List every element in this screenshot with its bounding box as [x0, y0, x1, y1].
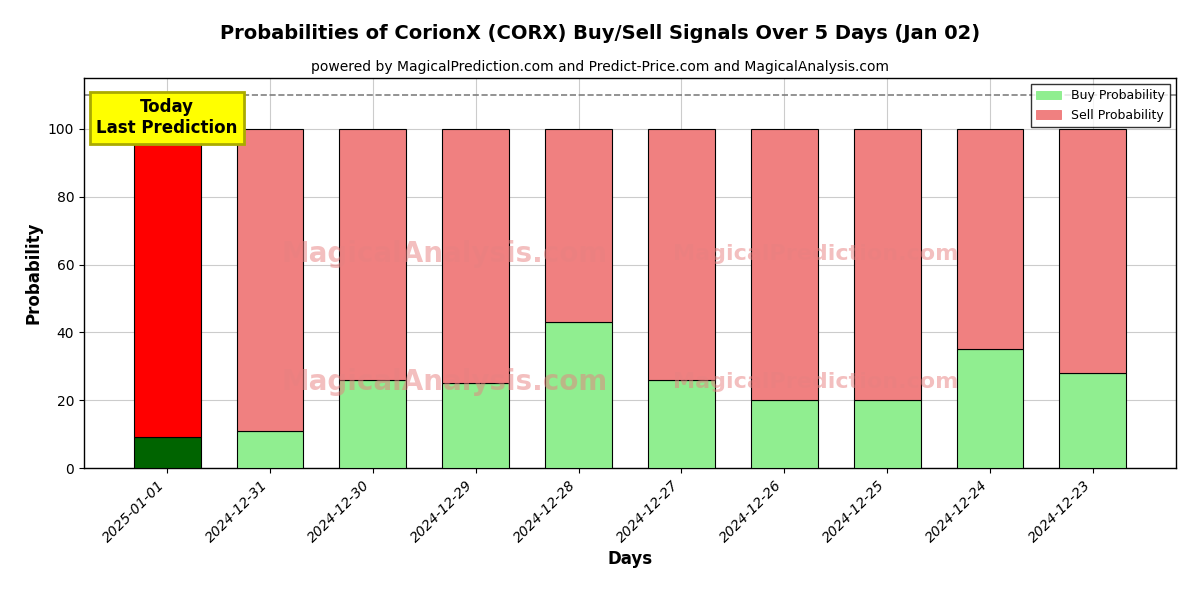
- Bar: [236, 431, 304, 468]
- Bar: [1060, 373, 1127, 468]
- Bar: [236, 129, 304, 431]
- Bar: [648, 129, 715, 380]
- Bar: [751, 129, 817, 400]
- Text: MagicalPrediction.com: MagicalPrediction.com: [673, 372, 959, 392]
- Bar: [853, 129, 920, 400]
- Bar: [545, 322, 612, 468]
- Y-axis label: Probability: Probability: [24, 222, 42, 324]
- X-axis label: Days: Days: [607, 550, 653, 568]
- Text: MagicalPrediction.com: MagicalPrediction.com: [673, 244, 959, 263]
- Bar: [956, 129, 1024, 349]
- Bar: [956, 349, 1024, 468]
- Text: Probabilities of CorionX (CORX) Buy/Sell Signals Over 5 Days (Jan 02): Probabilities of CorionX (CORX) Buy/Sell…: [220, 24, 980, 43]
- Bar: [340, 129, 407, 380]
- Bar: [133, 129, 200, 437]
- Legend: Buy Probability, Sell Probability: Buy Probability, Sell Probability: [1031, 84, 1170, 127]
- Text: MagicalAnalysis.com: MagicalAnalysis.com: [281, 368, 607, 396]
- Bar: [443, 129, 509, 383]
- Bar: [133, 437, 200, 468]
- Bar: [751, 400, 817, 468]
- Bar: [340, 380, 407, 468]
- Bar: [545, 129, 612, 322]
- Bar: [648, 380, 715, 468]
- Text: Today
Last Prediction: Today Last Prediction: [96, 98, 238, 137]
- Bar: [853, 400, 920, 468]
- Bar: [443, 383, 509, 468]
- Text: powered by MagicalPrediction.com and Predict-Price.com and MagicalAnalysis.com: powered by MagicalPrediction.com and Pre…: [311, 60, 889, 74]
- Text: MagicalAnalysis.com: MagicalAnalysis.com: [281, 239, 607, 268]
- Bar: [1060, 129, 1127, 373]
